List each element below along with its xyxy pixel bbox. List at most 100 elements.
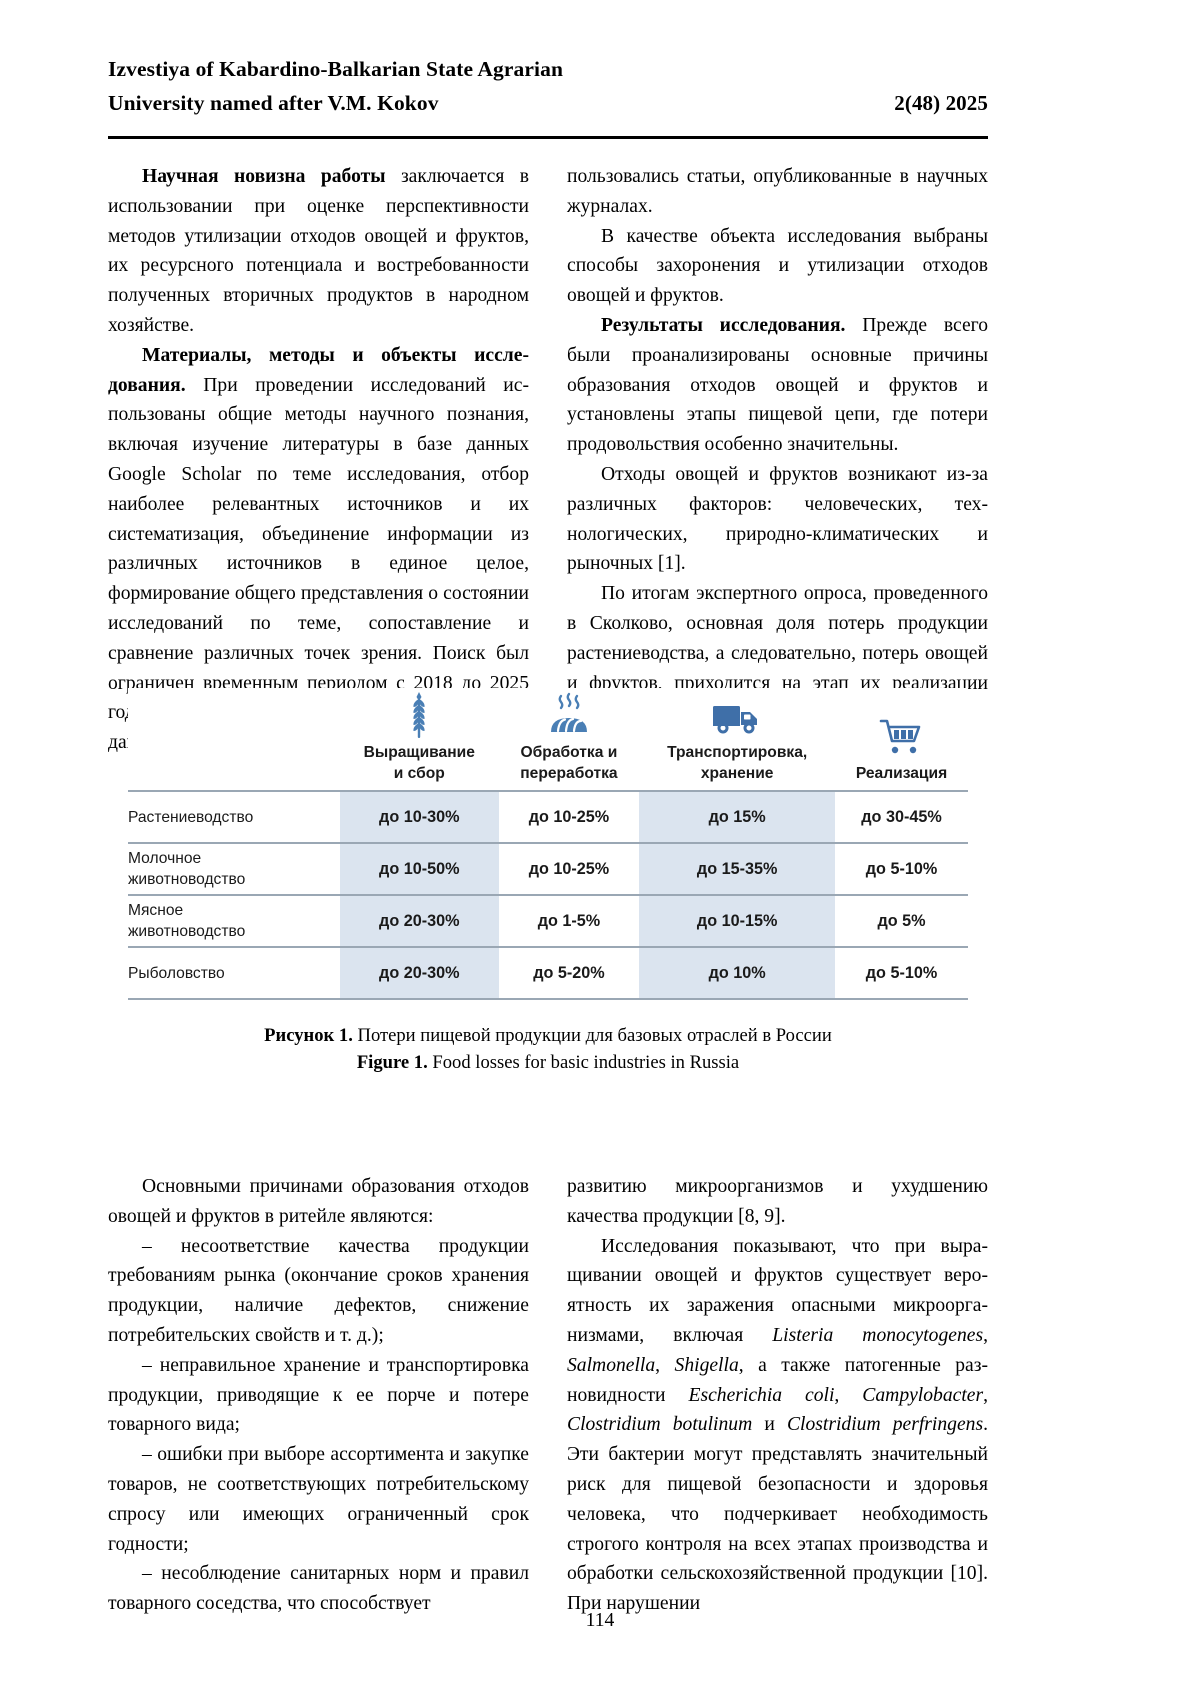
row-label: Растениеводство xyxy=(128,791,340,843)
header-label-transport: Транспортировка, хранение xyxy=(639,742,835,786)
text-run: , xyxy=(834,1385,862,1406)
table-header-row: Выращивание и сбор xyxy=(128,688,968,791)
paragraph-run-in-heading: Результаты исследования. xyxy=(601,315,845,336)
table-row: Рыболовстводо 20-30%до 5-20%до 10%до 5-1… xyxy=(128,947,968,999)
row-label-line1: Мясное xyxy=(128,900,340,921)
species-name: Salmonella xyxy=(567,1355,655,1376)
corner-cell xyxy=(128,688,340,791)
row-label-line2: животноводство xyxy=(128,869,340,890)
text-run: , xyxy=(983,1325,988,1346)
paragraph: В качестве объекта исследования выбра­ны… xyxy=(567,222,988,311)
header-label-transport-line1: Транспортировка, xyxy=(645,742,829,763)
row-label-line1: Рыболовство xyxy=(128,963,340,984)
table-row: Мясноеживотноводстводо 20-30%до 1-5%до 1… xyxy=(128,895,968,947)
paragraph: – несоответствие качества продукции треб… xyxy=(108,1232,529,1351)
table-cell-value: до 15% xyxy=(639,791,835,843)
text-run: Отходы овощей и фруктов возникают из-за … xyxy=(567,464,988,574)
text-run: заключается в использовании при оценке п… xyxy=(108,166,529,336)
document-page: Izvestiya of Kabardino-Balkarian State A… xyxy=(0,0,1200,1697)
top-left-column: Научная новизна работы заключается в исп… xyxy=(108,162,529,758)
text-run: Основными причинами образования от­ходов… xyxy=(108,1176,529,1227)
species-name: Escherichia coli xyxy=(688,1385,834,1406)
figure-caption-en-lead: Figure 1. xyxy=(357,1052,428,1073)
text-run: пользовались статьи, опубликованные в на… xyxy=(567,166,988,217)
table-body: Растениеводстводо 10-30%до 10-25%до 15%д… xyxy=(128,791,968,999)
text-run: , xyxy=(983,1385,988,1406)
text-run: – несоответствие качества продукции треб… xyxy=(108,1236,529,1346)
figure-caption-ru-text: Потери пищевой продукции для базовых отр… xyxy=(353,1025,832,1046)
text-run: – неправильное хранение и транспорти­ров… xyxy=(108,1355,529,1436)
table-cell-value: до 5-10% xyxy=(835,947,968,999)
top-columns: Научная новизна работы заключается в исп… xyxy=(108,162,988,758)
text-run: – ошибки при выборе ассортимента и за­ку… xyxy=(108,1444,529,1554)
paragraph: Исследования показывают, что при выра­щи… xyxy=(567,1232,988,1619)
paragraph: – неправильное хранение и транспорти­ров… xyxy=(108,1351,529,1440)
masthead-line-2: University named after V.M. Kokov 2(48) … xyxy=(108,86,988,120)
top-right-column: пользовались статьи, опубликованные в на… xyxy=(567,162,988,758)
header-cell-processing: Обработка и переработка xyxy=(499,688,640,791)
bread-steam-icon xyxy=(499,688,640,742)
table-cell-value: до 10-15% xyxy=(639,895,835,947)
bottom-columns: Основными причинами образования от­ходов… xyxy=(108,1172,988,1619)
text-run: развитию микроорганизмов и ухудшению кач… xyxy=(567,1176,988,1227)
row-label-line2: животноводство xyxy=(128,921,340,942)
masthead-line-1: Izvestiya of Kabardino-Balkarian State A… xyxy=(108,52,988,86)
figure-caption-ru-lead: Рисунок 1. xyxy=(264,1025,353,1046)
table-cell-value: до 10-25% xyxy=(499,843,640,895)
header-rule xyxy=(108,136,988,139)
table-cell-value: до 10-50% xyxy=(340,843,499,895)
text-run: Прежде всего были проанализированы основ… xyxy=(567,315,988,455)
page-number: 114 xyxy=(0,1610,1200,1632)
table-cell-value: до 20-30% xyxy=(340,895,499,947)
header-label-growing: Выращивание и сбор xyxy=(340,742,499,786)
paragraph: пользовались статьи, опубликованные в на… xyxy=(567,162,988,222)
food-losses-table: Выращивание и сбор xyxy=(128,688,968,1000)
journal-title-line-2: University named after V.M. Kokov xyxy=(108,86,439,120)
header-cell-growing: Выращивание и сбор xyxy=(340,688,499,791)
figure-caption-ru: Рисунок 1. Потери пищевой продукции для … xyxy=(108,1022,988,1049)
header-label-processing-line1: Обработка и xyxy=(505,742,634,763)
table-cell-value: до 10-30% xyxy=(340,791,499,843)
row-label-line1: Растениеводство xyxy=(128,807,340,828)
table-row: Растениеводстводо 10-30%до 10-25%до 15%д… xyxy=(128,791,968,843)
issue-number: 2(48) 2025 xyxy=(894,86,988,120)
truck-icon xyxy=(639,688,835,742)
paragraph: Отходы овощей и фруктов возникают из-за … xyxy=(567,460,988,579)
row-label: Мясноеживотноводство xyxy=(128,895,340,947)
bottom-left-column: Основными причинами образования от­ходов… xyxy=(108,1172,529,1619)
text-run: , xyxy=(655,1355,674,1376)
header-label-growing-line1: Выращивание xyxy=(346,742,493,763)
shopping-cart-icon xyxy=(835,709,968,763)
wheat-icon xyxy=(340,688,499,742)
table-cell-value: до 1-5% xyxy=(499,895,640,947)
species-name: Shigella xyxy=(675,1355,739,1376)
page-header: Izvestiya of Kabardino-Balkarian State A… xyxy=(108,52,988,120)
species-name: Clostridium perfringens xyxy=(787,1414,983,1435)
table-cell-value: до 5-10% xyxy=(835,843,968,895)
header-label-processing: Обработка и переработка xyxy=(499,742,640,786)
bottom-right-column: развитию микроорганизмов и ухудшению кач… xyxy=(567,1172,988,1619)
header-cell-transport: Транспортировка, хранение xyxy=(639,688,835,791)
paragraph-run-in-heading: Научная новизна работы xyxy=(142,166,386,187)
row-label: Рыболовство xyxy=(128,947,340,999)
row-label-line1: Молочное xyxy=(128,848,340,869)
text-run: . Эти бактерии могут представлять значит… xyxy=(567,1414,988,1614)
table-cell-value: до 30-45% xyxy=(835,791,968,843)
figure-caption-en: Figure 1. Food losses for basic industri… xyxy=(108,1049,988,1076)
species-name: Listeria monocytogenes xyxy=(772,1325,983,1346)
table-cell-value: до 5-20% xyxy=(499,947,640,999)
header-label-growing-line2: и сбор xyxy=(346,763,493,784)
row-label: Молочноеживотноводство xyxy=(128,843,340,895)
paragraph: Научная новизна работы заключается в исп… xyxy=(108,162,529,341)
table-cell-value: до 10% xyxy=(639,947,835,999)
table-cell-value: до 15-35% xyxy=(639,843,835,895)
species-name: Campylobacter xyxy=(862,1385,983,1406)
header-label-retail-line1: Реализация xyxy=(841,763,962,784)
species-name: Clostridium botulinum xyxy=(567,1414,752,1435)
paragraph: развитию микроорганизмов и ухудшению кач… xyxy=(567,1172,988,1232)
header-label-retail: Реализация xyxy=(835,763,968,786)
header-label-transport-line2: хранение xyxy=(645,763,829,784)
paragraph: Основными причинами образования от­ходов… xyxy=(108,1172,529,1232)
journal-title-line-1: Izvestiya of Kabardino-Balkarian State A… xyxy=(108,52,563,86)
text-run: В качестве объекта исследования выбра­ны… xyxy=(567,226,988,307)
